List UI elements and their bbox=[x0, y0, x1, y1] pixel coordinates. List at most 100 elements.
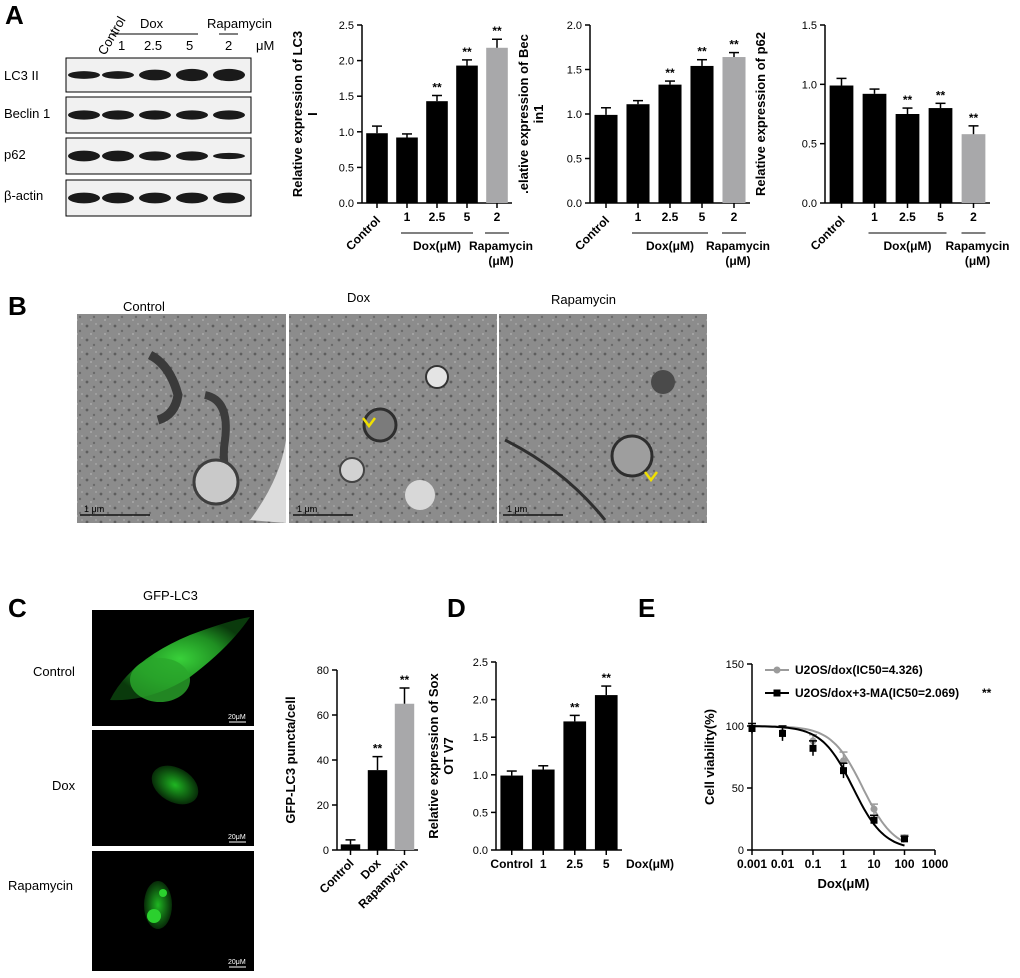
blot-dose-5: 5 bbox=[186, 38, 193, 53]
y-axis-label: Cell viability(%) bbox=[702, 709, 717, 805]
x-tick-label: Rapamycin bbox=[355, 856, 410, 911]
bar bbox=[366, 133, 388, 203]
gfp-title: GFP-LC3 bbox=[143, 588, 198, 603]
bar bbox=[394, 703, 415, 850]
gfp-label-rapamycin: Rapamycin bbox=[8, 878, 73, 893]
x-tick-label: 2 bbox=[731, 210, 738, 224]
data-point bbox=[870, 805, 878, 813]
bar bbox=[367, 770, 388, 850]
scale-label: 1 μm bbox=[84, 504, 104, 514]
bar bbox=[486, 47, 508, 204]
scale-label: 1 μm bbox=[507, 504, 527, 514]
significance-mark: ** bbox=[432, 80, 442, 94]
scale-label: 20μM bbox=[228, 834, 246, 841]
legend-label: U2OS/dox+3-MA(IC50=2.069) bbox=[795, 686, 959, 700]
group-label: (μM) bbox=[488, 254, 513, 268]
y-tick-label: 0.0 bbox=[802, 198, 817, 210]
y-tick-label: 1.5 bbox=[802, 20, 817, 32]
blot-band bbox=[68, 192, 100, 204]
tem-images: Control Dox Rapamycin 1 μm 1 μm 1 μm bbox=[77, 290, 707, 523]
blot-band bbox=[176, 192, 208, 204]
x-tick-label: 1 bbox=[840, 857, 847, 871]
blot-band bbox=[213, 152, 245, 160]
x-tick-label: 2.5 bbox=[899, 210, 916, 224]
bar bbox=[658, 84, 682, 203]
series-line bbox=[752, 725, 905, 843]
y-tick-label: 40 bbox=[317, 755, 329, 767]
y-tick-label: 1.5 bbox=[339, 91, 354, 103]
y-tick-label: 0.5 bbox=[339, 162, 354, 174]
blot-header-rapamycin: Rapamycin bbox=[207, 16, 272, 31]
x-axis-label: Dox(μM) bbox=[626, 857, 674, 871]
gfp-cell bbox=[151, 765, 199, 805]
x-tick-label: 2.5 bbox=[662, 210, 679, 224]
scale-label: 20μM bbox=[228, 959, 246, 966]
blot-band bbox=[102, 71, 134, 79]
x-tick-label: 100 bbox=[894, 857, 914, 871]
y-axis-label: OT V7 bbox=[441, 737, 456, 775]
significance-mark: ** bbox=[462, 45, 472, 59]
group-label: Rapamycin bbox=[469, 239, 533, 253]
group-label: Dox(μM) bbox=[646, 239, 694, 253]
blot-band bbox=[176, 110, 208, 120]
significance-mark: ** bbox=[400, 673, 410, 687]
blot-band bbox=[139, 110, 171, 120]
blot-row-lc3: LC3 II bbox=[4, 68, 39, 83]
chart-sox2ot: 0.0 0.5 1.0 1.5 2.0 2.5 Control 1 ** 2.5 ** 5 Relati… bbox=[426, 657, 674, 871]
blot-band bbox=[176, 68, 208, 82]
x-tick-label: 5 bbox=[603, 857, 610, 871]
bar bbox=[594, 114, 618, 203]
tem-label-control: Control bbox=[123, 299, 165, 314]
data-point bbox=[870, 816, 878, 824]
group-label: Dox(μM) bbox=[413, 239, 461, 253]
x-tick-label: 0.001 bbox=[737, 857, 767, 871]
x-tick-label: 2.5 bbox=[566, 857, 583, 871]
y-tick-label: 80 bbox=[317, 665, 329, 677]
tem-vacuole bbox=[192, 458, 240, 506]
y-axis-label: GFP-LC3 puncta/cell bbox=[283, 696, 298, 823]
y-tick-label: 60 bbox=[317, 710, 329, 722]
series-line bbox=[752, 725, 905, 847]
blot-band bbox=[68, 71, 100, 79]
y-tick-label: 1.0 bbox=[339, 127, 354, 139]
significance-mark: ** bbox=[665, 66, 675, 80]
group-label: (μM) bbox=[725, 254, 750, 268]
significance-mark: ** bbox=[969, 111, 979, 125]
chart-cell-viability: 0 50 100 150 0.001 0.01 0.1 1 10 100 1000 Dox(μM) Ce… bbox=[702, 659, 992, 891]
arrow-icon bbox=[362, 417, 376, 429]
y-tick-label: 1.5 bbox=[567, 65, 582, 77]
blot-unit: μM bbox=[256, 38, 274, 53]
tem-autophagosome bbox=[362, 407, 398, 443]
bar bbox=[862, 93, 887, 203]
x-tick-label: 0.01 bbox=[771, 857, 795, 871]
panel-label-c: C bbox=[8, 593, 27, 623]
blot-band bbox=[102, 150, 134, 162]
y-tick-label: 0.5 bbox=[802, 139, 817, 151]
tem-autophagosome bbox=[610, 434, 654, 478]
data-point bbox=[748, 724, 756, 732]
bar bbox=[456, 65, 478, 203]
gfp-puncta bbox=[147, 909, 161, 923]
bar bbox=[500, 775, 524, 850]
y-tick-label: 1.0 bbox=[802, 79, 817, 91]
tem-vacuole bbox=[425, 365, 449, 389]
tem-label-dox: Dox bbox=[347, 290, 371, 305]
legend-label: U2OS/dox(IC50=4.326) bbox=[795, 663, 923, 677]
bar bbox=[396, 137, 418, 203]
blot-dose-rapa-2: 2 bbox=[225, 38, 232, 53]
bar bbox=[626, 104, 650, 203]
significance-mark: ** bbox=[570, 700, 580, 714]
group-label: Dox(μM) bbox=[884, 239, 932, 253]
x-tick-label: 1 bbox=[871, 210, 878, 224]
blot-band bbox=[68, 110, 100, 120]
blot-dose-2-5: 2.5 bbox=[144, 38, 162, 53]
legend-marker bbox=[773, 666, 781, 674]
western-blot: Control Dox Rapamycin 1 2.5 5 2 μM LC3 I… bbox=[4, 14, 274, 217]
blot-band bbox=[139, 151, 171, 161]
y-tick-label: 1.0 bbox=[473, 770, 488, 782]
gfp-cell bbox=[130, 658, 190, 702]
x-tick-label: 5 bbox=[699, 210, 706, 224]
panel-label-d: D bbox=[447, 593, 466, 623]
y-axis-label: Relative expression of LC3 bbox=[290, 31, 305, 197]
scale-label: 20μM bbox=[228, 714, 246, 721]
